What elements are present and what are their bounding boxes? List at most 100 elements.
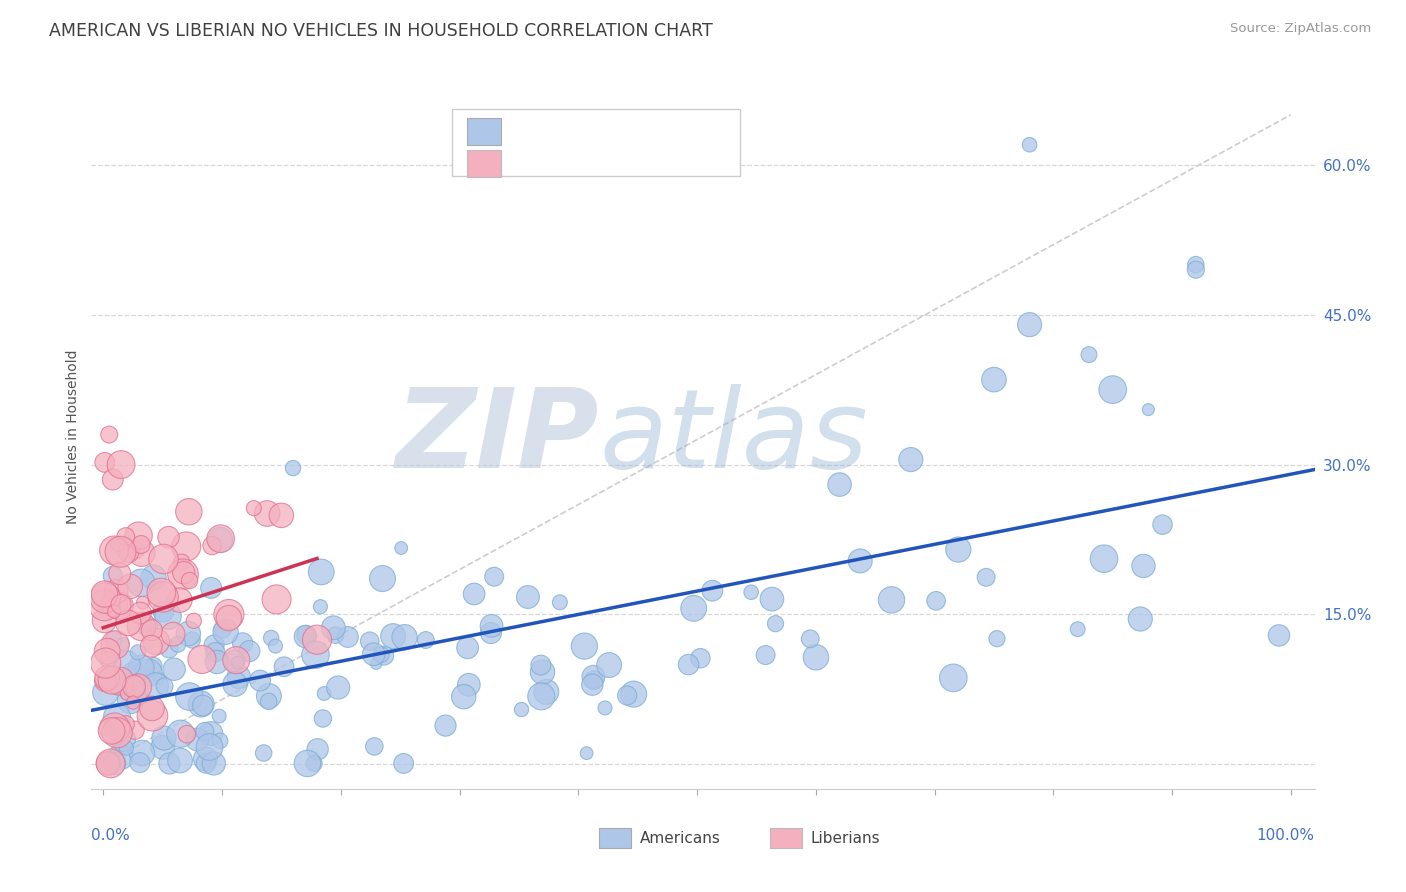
Point [103, 597, 125, 611]
Point [142, 658, 165, 673]
Point [202, 756, 225, 771]
Point [257, 689, 280, 703]
Point [122, 667, 145, 681]
Point [314, 687, 336, 701]
Point [108, 599, 131, 613]
Point [322, 621, 344, 635]
Point [205, 655, 228, 669]
Point [191, 652, 214, 666]
Point [129, 575, 152, 590]
Point [145, 634, 167, 648]
Point [152, 590, 174, 604]
Point [575, 746, 598, 760]
Point [799, 632, 821, 646]
Point [108, 566, 131, 581]
Point [1018, 137, 1040, 152]
Point [202, 638, 225, 652]
Point [120, 693, 142, 707]
Point [1078, 348, 1101, 362]
Point [110, 749, 132, 764]
Point [105, 710, 128, 724]
Point [328, 681, 350, 695]
Point [94, 656, 117, 670]
Point [302, 756, 325, 771]
Point [153, 679, 176, 693]
Point [104, 721, 127, 735]
Y-axis label: No Vehicles in Household: No Vehicles in Household [66, 350, 80, 524]
Point [103, 543, 125, 558]
Point [755, 648, 778, 662]
Point [93, 587, 115, 601]
Point [172, 567, 194, 582]
Point [228, 670, 250, 684]
Point [593, 701, 616, 715]
Point [208, 709, 231, 723]
Point [1018, 318, 1040, 332]
Point [174, 540, 197, 554]
Point [682, 601, 704, 615]
Point [581, 678, 603, 692]
Point [96, 671, 118, 685]
Point [1092, 551, 1115, 566]
Point [176, 727, 198, 741]
Point [103, 632, 125, 647]
Point [141, 708, 163, 723]
Point [112, 732, 135, 747]
Point [392, 756, 415, 771]
Point [1185, 262, 1208, 277]
Point [363, 647, 385, 661]
Point [297, 756, 319, 771]
Point [166, 637, 188, 651]
Point [305, 632, 328, 647]
Point [900, 452, 922, 467]
Point [232, 636, 254, 650]
Point [131, 546, 153, 560]
Point [530, 658, 553, 673]
Point [209, 734, 232, 748]
Point [122, 680, 145, 694]
Point [179, 690, 201, 704]
Point [312, 711, 335, 725]
Point [530, 690, 553, 704]
Point [114, 717, 136, 731]
Point [942, 671, 965, 685]
Point [211, 623, 233, 637]
Point [96, 644, 118, 658]
Point [181, 632, 204, 647]
Point [141, 624, 163, 638]
Point [129, 661, 152, 675]
Point [225, 653, 247, 667]
Point [194, 756, 217, 771]
Point [110, 458, 132, 472]
Point [201, 539, 224, 553]
Text: Americans: Americans [640, 830, 720, 846]
Point [186, 732, 208, 747]
Point [359, 634, 381, 648]
Point [105, 679, 128, 693]
Point [194, 752, 217, 766]
Point [482, 570, 505, 584]
Text: Source: ZipAtlas.com: Source: ZipAtlas.com [1230, 22, 1371, 36]
Point [93, 599, 115, 613]
Point [415, 632, 437, 647]
FancyBboxPatch shape [467, 118, 501, 145]
Text: atlas: atlas [599, 384, 868, 491]
Point [169, 754, 191, 768]
Point [678, 657, 700, 672]
Point [257, 694, 280, 708]
Point [128, 756, 150, 770]
Point [115, 686, 138, 700]
Point [983, 373, 1005, 387]
Point [253, 746, 276, 760]
Point [389, 541, 412, 555]
Point [97, 652, 120, 666]
Point [100, 756, 122, 771]
Point [1137, 402, 1160, 417]
Point [128, 529, 150, 543]
Point [325, 628, 347, 642]
Point [127, 645, 149, 659]
Point [1268, 628, 1291, 642]
Point [382, 629, 405, 643]
Point [117, 615, 139, 630]
Point [124, 723, 146, 738]
